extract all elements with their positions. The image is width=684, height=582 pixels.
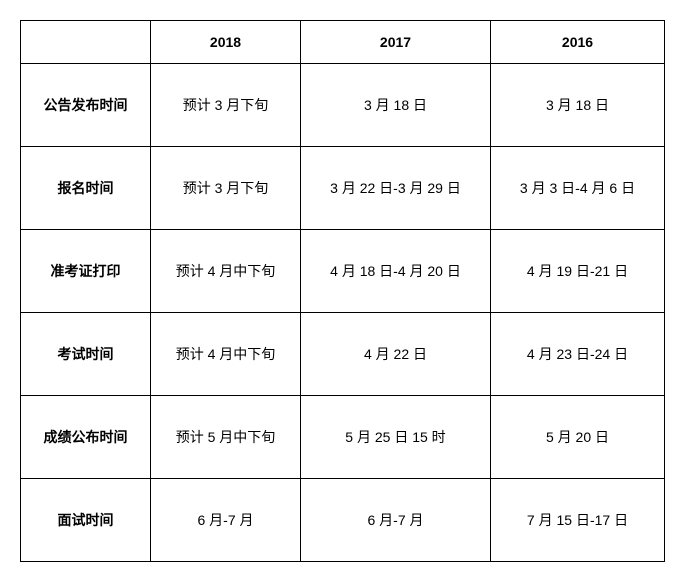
row-label: 成绩公布时间 [21, 396, 151, 479]
row-label: 面试时间 [21, 479, 151, 562]
cell-2017: 4 月 18 日-4 月 20 日 [301, 230, 491, 313]
cell-2016: 4 月 23 日-24 日 [491, 313, 665, 396]
cell-2017: 6 月-7 月 [301, 479, 491, 562]
row-label: 公告发布时间 [21, 64, 151, 147]
cell-2017: 4 月 22 日 [301, 313, 491, 396]
cell-2016: 3 月 3 日-4 月 6 日 [491, 147, 665, 230]
cell-2016: 4 月 19 日-21 日 [491, 230, 665, 313]
schedule-table: 2018 2017 2016 公告发布时间 预计 3 月下旬 3 月 18 日 … [20, 20, 665, 562]
table-row: 面试时间 6 月-7 月 6 月-7 月 7 月 15 日-17 日 [21, 479, 665, 562]
row-label: 准考证打印 [21, 230, 151, 313]
table-row: 成绩公布时间 预计 5 月中下旬 5 月 25 日 15 时 5 月 20 日 [21, 396, 665, 479]
cell-2016: 5 月 20 日 [491, 396, 665, 479]
header-blank [21, 21, 151, 64]
table-row: 报名时间 预计 3 月下旬 3 月 22 日-3 月 29 日 3 月 3 日-… [21, 147, 665, 230]
cell-2017: 3 月 22 日-3 月 29 日 [301, 147, 491, 230]
header-2018: 2018 [151, 21, 301, 64]
cell-2017: 5 月 25 日 15 时 [301, 396, 491, 479]
table-row: 准考证打印 预计 4 月中下旬 4 月 18 日-4 月 20 日 4 月 19… [21, 230, 665, 313]
row-label: 报名时间 [21, 147, 151, 230]
header-2016: 2016 [491, 21, 665, 64]
cell-2018: 预计 4 月中下旬 [151, 230, 301, 313]
cell-2016: 7 月 15 日-17 日 [491, 479, 665, 562]
cell-2018: 6 月-7 月 [151, 479, 301, 562]
cell-2018: 预计 5 月中下旬 [151, 396, 301, 479]
cell-2018: 预计 3 月下旬 [151, 147, 301, 230]
cell-2018: 预计 3 月下旬 [151, 64, 301, 147]
cell-2016: 3 月 18 日 [491, 64, 665, 147]
header-2017: 2017 [301, 21, 491, 64]
table-row: 公告发布时间 预计 3 月下旬 3 月 18 日 3 月 18 日 [21, 64, 665, 147]
header-row: 2018 2017 2016 [21, 21, 665, 64]
cell-2018: 预计 4 月中下旬 [151, 313, 301, 396]
cell-2017: 3 月 18 日 [301, 64, 491, 147]
table-row: 考试时间 预计 4 月中下旬 4 月 22 日 4 月 23 日-24 日 [21, 313, 665, 396]
row-label: 考试时间 [21, 313, 151, 396]
